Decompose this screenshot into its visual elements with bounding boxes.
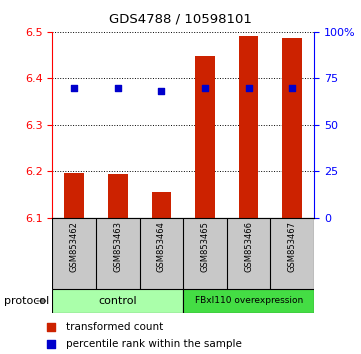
Text: protocol: protocol (4, 296, 49, 306)
Text: FBxl110 overexpression: FBxl110 overexpression (195, 296, 303, 306)
Point (48, 341, 54, 347)
Text: GSM853463: GSM853463 (113, 221, 122, 272)
Point (158, 88, 164, 94)
Point (48, 324, 54, 330)
Point (71, 85, 77, 91)
Bar (108, 173, 127, 218)
Bar (183, 289, 314, 313)
Point (290, 85, 295, 91)
Bar (282, 38, 302, 218)
Point (202, 85, 208, 91)
Text: GSM853465: GSM853465 (200, 221, 209, 272)
Bar (239, 36, 258, 218)
Text: GSM853464: GSM853464 (157, 221, 166, 272)
Bar (52, 289, 183, 313)
Text: GSM853462: GSM853462 (70, 221, 79, 272)
Text: control: control (99, 296, 137, 306)
Text: transformed count: transformed count (66, 322, 164, 332)
Point (115, 85, 121, 91)
Text: percentile rank within the sample: percentile rank within the sample (66, 338, 242, 349)
Text: GSM853466: GSM853466 (244, 221, 253, 272)
Text: GSM853467: GSM853467 (288, 221, 297, 272)
Bar (195, 57, 215, 218)
Text: GDS4788 / 10598101: GDS4788 / 10598101 (109, 12, 252, 25)
Bar (64, 173, 84, 218)
Point (246, 85, 252, 91)
Bar (152, 192, 171, 218)
